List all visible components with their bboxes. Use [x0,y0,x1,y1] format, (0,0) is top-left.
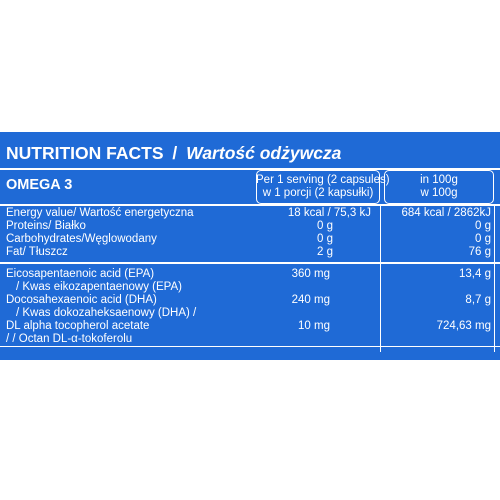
title-separator: / [172,143,178,163]
panel-title: NUTRITION FACTS / Wartość odżywcza [6,143,341,164]
column-divider-per100 [494,204,496,352]
row-fat-per100: 76 g [468,246,491,258]
row-protein-label: Proteins/ Białko [6,220,86,232]
row-carbs-serving: 0 g [317,233,333,245]
row-energy-label: Energy value/ Wartość energetyczna [6,207,194,219]
row-dha-label: Docosahexaenoic acid (DHA) [6,294,157,306]
row-dha-per100: 8,7 g [465,294,491,306]
serving-header-pl: w 1 porcji (2 kapsułki) [262,187,374,199]
per100-header-en: in 100g [420,174,458,186]
row-vite-serving: 10 mg [298,320,330,332]
column-divider-serving [380,204,382,352]
serving-header-box [256,170,380,204]
row-carbs-label: Carbohydrates/Węglowodany [6,233,157,245]
row-vite-label-pl: / / Octan DL-α-tokoferolu [6,333,133,345]
title-divider [0,168,500,170]
row-epa-per100: 13,4 g [459,268,491,280]
row-dha-label-pl: / Kwas dokozaheksaenowy (DHA) / [16,307,197,319]
row-epa-label: Eicosapentaenoic acid (EPA) [6,268,155,280]
row-fat-label: Fat/ Tłuszcz [6,246,68,258]
section-divider [0,262,500,264]
row-protein-per100: 0 g [475,220,491,232]
row-vite-per100: 724,63 mg [436,320,491,332]
per100-header-pl: w 100g [420,187,458,199]
product-name: OMEGA 3 [6,177,73,193]
row-fat-serving: 2 g [317,246,333,258]
header-divider [0,204,500,206]
per100-header-box [384,170,494,204]
row-energy-serving: 18 kcal / 75,3 kJ [287,207,371,219]
row-vite-label: DL alpha tocopherol acetate [6,320,150,332]
serving-header-en: Per 1 serving (2 capsules) [256,174,390,186]
title-sub: Wartość odżywcza [186,143,342,163]
row-energy-per100: 684 kcal / 2862kJ [401,207,491,219]
row-dha-serving: 240 mg [291,294,330,306]
row-carbs-per100: 0 g [475,233,491,245]
row-epa-label-pl: / Kwas eikozapentaenowy (EPA) [16,281,182,293]
bottom-divider [0,346,500,347]
row-protein-serving: 0 g [317,220,333,232]
title-main: NUTRITION FACTS [6,143,164,163]
row-epa-serving: 360 mg [291,268,330,280]
